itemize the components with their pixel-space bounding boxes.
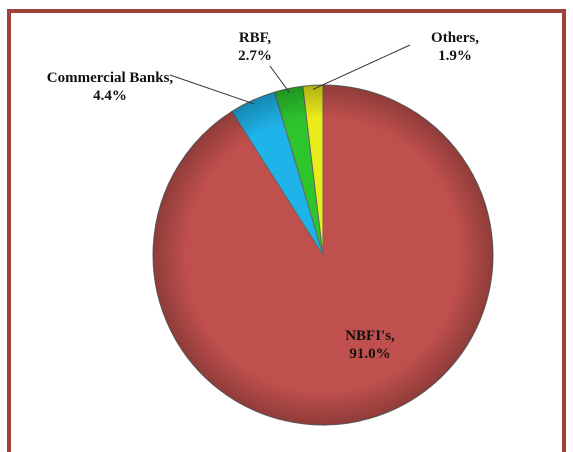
leader-line [269,65,290,93]
category-label: RBF, [239,30,272,46]
category-label: NBFI's, [345,328,395,344]
category-label: Commercial Banks, [47,70,174,86]
value-label: 4.4% [93,88,127,104]
leader-line [312,44,411,90]
leader-line [169,74,255,105]
value-label: 1.9% [438,48,472,64]
frame [7,9,566,452]
value-label: 91.0% [349,346,390,362]
value-label: 2.7% [238,48,272,64]
category-label: Others, [431,30,479,46]
